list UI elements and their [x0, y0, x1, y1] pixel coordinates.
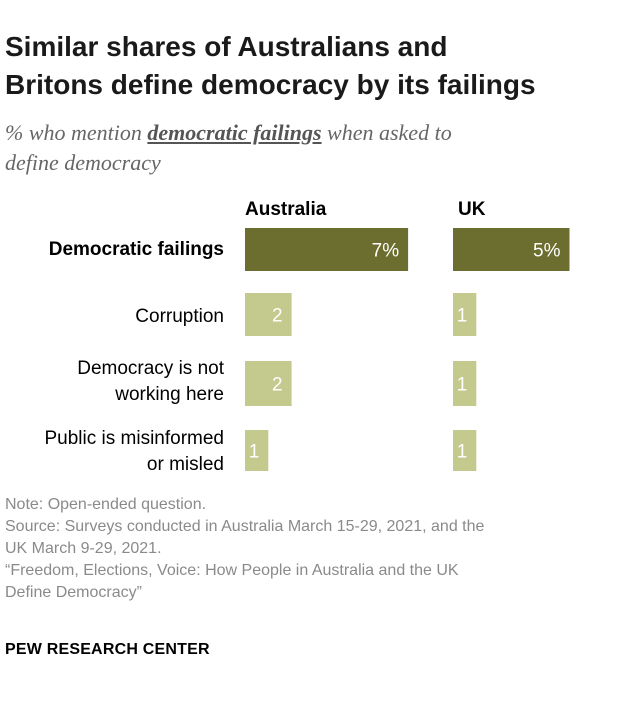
- bar-value-label: 7%: [372, 241, 400, 262]
- row-label-line: working here: [115, 384, 224, 405]
- subtitle-prefix: % who mention: [5, 120, 148, 145]
- bar-value-label: 5%: [533, 241, 561, 262]
- row-label-democratic-failings: Democratic failings: [49, 237, 224, 263]
- subtitle-line-2: define democracy: [5, 150, 161, 175]
- row-label-corruption: Corruption: [135, 304, 224, 330]
- title-line-2: Britons define democracy by its failings: [5, 69, 536, 100]
- bar-value-label: 1: [457, 306, 468, 327]
- bar-value-label: 1: [249, 442, 260, 463]
- bar-uk-1: [453, 293, 477, 336]
- bar-uk-3: [453, 430, 477, 471]
- bar-uk-2: [453, 361, 477, 406]
- bar-uk-0: [453, 228, 570, 271]
- bar-australia-0: [245, 228, 409, 271]
- row-label-line: Public is misinformed: [44, 428, 225, 449]
- bar-australia-1: [245, 293, 292, 336]
- source-logo-text: PEW RESEARCH CENTER: [5, 641, 210, 658]
- bar-value-label: 2: [272, 306, 283, 327]
- source-line: UK March 9-29, 2021.: [5, 540, 162, 557]
- notes: Note: Open-ended question. Source: Surve…: [5, 494, 615, 604]
- column-header-australia: Australia: [245, 199, 327, 220]
- row-label-line: Democracy is not: [77, 358, 224, 379]
- report-title-line: Define Democracy”: [5, 584, 142, 601]
- bar-value-label: 1: [457, 442, 468, 463]
- source-line: Source: Surveys conducted in Australia M…: [5, 518, 485, 535]
- column-header-uk: UK: [458, 199, 486, 220]
- chart-title: Similar shares of Australians and Briton…: [5, 28, 610, 104]
- report-title-line: “Freedom, Elections, Voice: How People i…: [5, 562, 459, 579]
- row-label-public-misinformed: Public is misinformed or misled: [45, 426, 225, 478]
- chart-subtitle: % who mention democratic failings when a…: [5, 118, 610, 178]
- bar-value-label: 2: [272, 375, 283, 396]
- bar-value-label: 1: [457, 375, 468, 396]
- row-label-line: Democratic failings: [48, 239, 224, 260]
- bar-australia-2: [245, 361, 292, 406]
- subtitle-highlight: democratic failings: [147, 120, 322, 145]
- row-label-line: or misled: [146, 454, 224, 475]
- row-label-line: Corruption: [135, 306, 224, 327]
- bar-australia-3: [245, 430, 269, 471]
- title-line-1: Similar shares of Australians and: [5, 31, 448, 62]
- note-line: Note: Open-ended question.: [5, 496, 207, 513]
- subtitle-suffix: when asked to: [321, 120, 452, 145]
- row-label-democracy-not-working: Democracy is not working here: [77, 356, 224, 408]
